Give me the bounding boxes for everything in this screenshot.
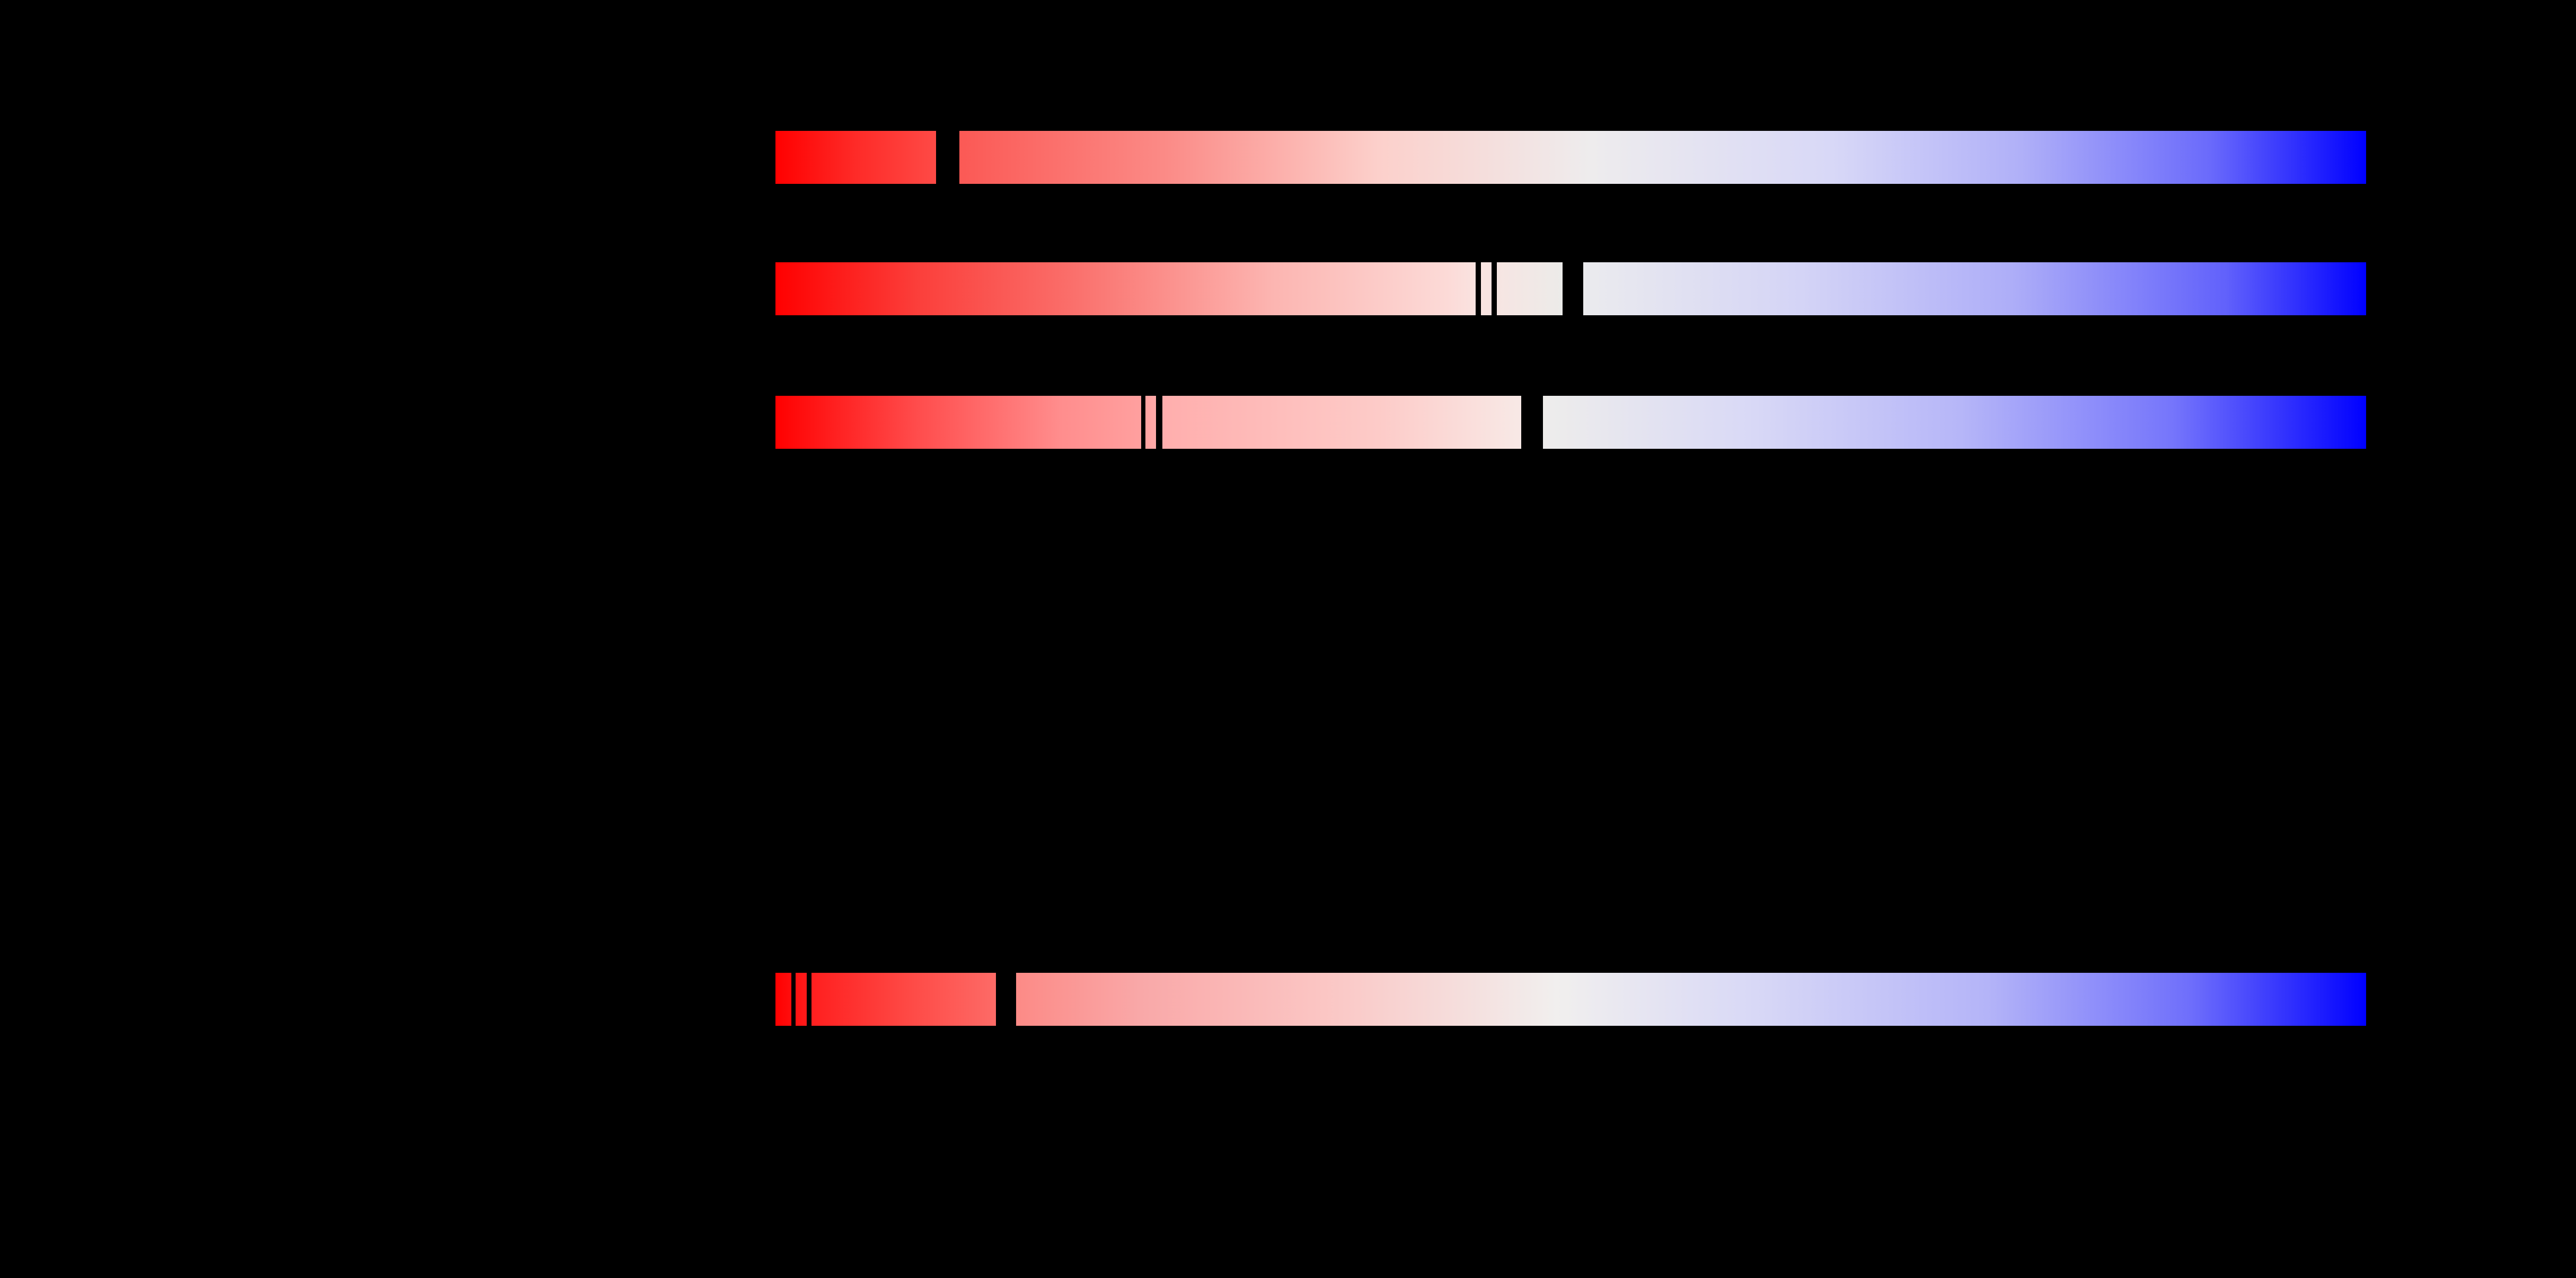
gap-marker-strip-2 <box>1476 262 1481 316</box>
gap-marker-strip-4 <box>807 972 811 1026</box>
gap-marker-strip-1 <box>936 130 959 184</box>
gradient-strip-3 <box>775 395 2366 449</box>
gradient-strip-2 <box>775 262 2366 316</box>
gap-marker-strip-3 <box>1521 395 1543 449</box>
gap-marker-strip-2 <box>1563 262 1583 316</box>
gap-marker-strip-2 <box>1492 262 1497 316</box>
gradient-strip-4 <box>775 972 2366 1026</box>
gap-marker-strip-4 <box>996 972 1016 1026</box>
gap-marker-strip-3 <box>1156 395 1162 449</box>
gap-marker-strip-3 <box>1141 395 1145 449</box>
gradient-strip-1 <box>775 130 2366 184</box>
gap-marker-strip-4 <box>791 972 796 1026</box>
